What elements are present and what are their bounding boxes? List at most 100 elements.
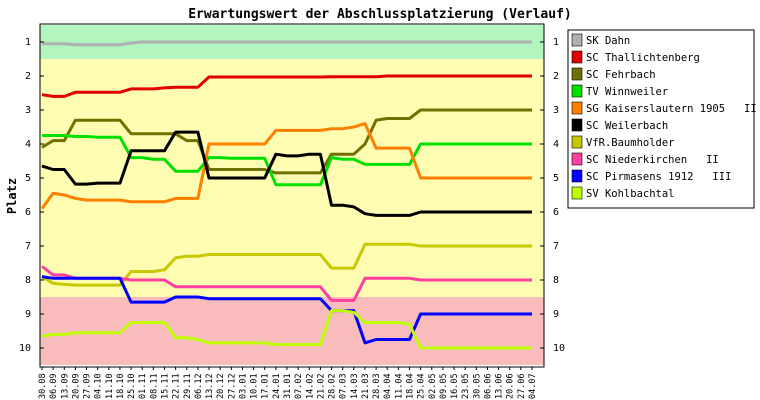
- y-tick-label-right: 9: [553, 309, 559, 320]
- x-tick-label: 25.10: [127, 373, 137, 399]
- x-tick-label: 21.02: [316, 373, 326, 399]
- y-axis-label: Platz: [5, 178, 19, 214]
- y-tick-label-right: 2: [553, 71, 559, 82]
- plot-border: [39, 23, 545, 368]
- legend-swatch: [571, 84, 583, 98]
- series-line-4: [40, 122, 532, 210]
- y-tick-label-right: 7: [553, 241, 559, 252]
- x-tick-label: 17.01: [261, 373, 271, 399]
- chart-title: Erwartungswert der Abschlussplatzierung …: [188, 7, 572, 22]
- x-tick-label: 23.05: [461, 373, 471, 399]
- x-tick-label: 06.06: [483, 373, 493, 399]
- y-tick-label-left: 2: [25, 71, 31, 82]
- x-tick-label: 27.06: [517, 373, 527, 399]
- x-tick-label: 11.10: [105, 373, 115, 399]
- legend-label: SK Dahn: [586, 35, 630, 47]
- y-tick-label-right: 1: [553, 37, 559, 48]
- legend-swatch: [571, 101, 583, 115]
- y-tick-label-right: 3: [553, 105, 559, 116]
- x-tick-label: 21.03: [361, 373, 371, 399]
- x-tick-label: 04.04: [383, 373, 393, 399]
- x-tick-label: 22.11: [172, 373, 182, 399]
- x-tick-label: 10.01: [250, 373, 260, 399]
- x-tick-label: 03.01: [238, 373, 248, 399]
- x-tick-label: 06.12: [194, 373, 204, 399]
- x-tick-label: 16.05: [450, 373, 460, 399]
- legend-label: SG Kaiserslautern 1905 II: [586, 103, 757, 115]
- series-line-1: [41, 74, 532, 98]
- legend-label: SV Kohlbachtal: [586, 188, 675, 200]
- x-tick-label: 13.06: [495, 373, 505, 399]
- y-tick-label-right: 6: [553, 207, 559, 218]
- x-tick-label: 07.02: [294, 373, 304, 399]
- x-tick-label: 27.12: [227, 373, 237, 399]
- x-tick-label: 25.04: [417, 373, 427, 399]
- series-line-6: [41, 242, 532, 287]
- legend-swatch: [571, 135, 583, 149]
- x-tick-label: 20.12: [216, 373, 226, 399]
- y-tick-label-right: 4: [553, 139, 559, 150]
- x-tick-label: 07.03: [339, 373, 349, 399]
- x-tick-label: 13.09: [60, 373, 70, 399]
- legend-label: SC Fehrbach: [586, 69, 656, 81]
- y-tick-label-left: 1: [25, 37, 31, 48]
- x-tick-label: 14.02: [305, 373, 315, 399]
- legend-swatch: [571, 169, 583, 183]
- y-tick-label-left: 8: [25, 275, 31, 286]
- zone-2: [40, 297, 544, 365]
- x-tick-label: 11.04: [394, 373, 404, 399]
- legend-label: SC Thallichtenberg: [586, 52, 700, 64]
- legend-swatch: [571, 152, 583, 166]
- x-tick-label: 27.09: [83, 373, 93, 399]
- legend: SK Dahn SC Thallichtenberg SC Fehrbach TV W…: [567, 29, 757, 209]
- x-tick-label: 14.03: [350, 373, 360, 399]
- legend-label: TV Winnweiler: [586, 86, 668, 98]
- series-line-2: [41, 108, 532, 175]
- y-tick-label-right: 8: [553, 275, 559, 286]
- legend-label: SC Niederkirchen II: [586, 154, 719, 166]
- legend-swatch: [571, 50, 583, 64]
- legend-box: [567, 29, 755, 209]
- x-ticks: 30.08 06.09 13.09 20.09 27.09 04.10 11.10 18.10…: [38, 367, 538, 399]
- legend-swatch: [571, 186, 583, 200]
- y-tick-label-left: 7: [25, 241, 31, 252]
- series-line-7: [41, 265, 532, 302]
- x-tick-label: 20.09: [71, 373, 81, 399]
- x-tick-label: 31.01: [283, 373, 293, 399]
- x-tick-label: 28.03: [372, 373, 382, 399]
- x-tick-label: 18.10: [116, 373, 126, 399]
- x-tick-label: 29.11: [183, 373, 193, 399]
- series-line-3: [42, 134, 532, 187]
- y-tick-label-left: 5: [25, 173, 31, 184]
- legend-swatch: [571, 118, 583, 132]
- x-tick-label: 04.07: [528, 373, 538, 399]
- legend-swatch: [571, 33, 583, 47]
- x-tick-label: 30.05: [472, 373, 482, 399]
- y-tick-label-left: 6: [25, 207, 31, 218]
- x-tick-label: 18.04: [406, 373, 416, 399]
- x-tick-label: 06.09: [49, 373, 59, 399]
- x-tick-label: 15.11: [161, 373, 171, 399]
- x-tick-label: 20.06: [506, 373, 516, 399]
- x-tick-label: 13.12: [205, 373, 215, 399]
- x-tick-label: 09.05: [439, 373, 449, 399]
- legend-swatch: [571, 67, 583, 81]
- x-tick-label: 08.11: [149, 373, 159, 399]
- series-line-5: [41, 130, 532, 217]
- x-tick-label: 04.10: [94, 373, 104, 399]
- x-tick-label: 24.01: [272, 373, 282, 399]
- series-line-8: [41, 275, 532, 345]
- y-tick-label-left: 3: [25, 105, 31, 116]
- legend-label: SC Pirmasens 1912 III: [586, 171, 731, 183]
- legend-label: SC Weilerbach: [586, 120, 668, 132]
- x-tick-label: 01.11: [138, 373, 148, 399]
- series-line-9: [41, 309, 532, 350]
- y-tick-label-right: 10: [553, 343, 565, 354]
- y-tick-label-right: 5: [553, 173, 559, 184]
- x-tick-label: 30.08: [38, 373, 48, 399]
- x-tick-label: 28.02: [328, 373, 338, 399]
- x-tick-label: 02.05: [428, 373, 438, 399]
- y-tick-label-left: 10: [19, 343, 31, 354]
- y-tick-label-left: 9: [25, 309, 31, 320]
